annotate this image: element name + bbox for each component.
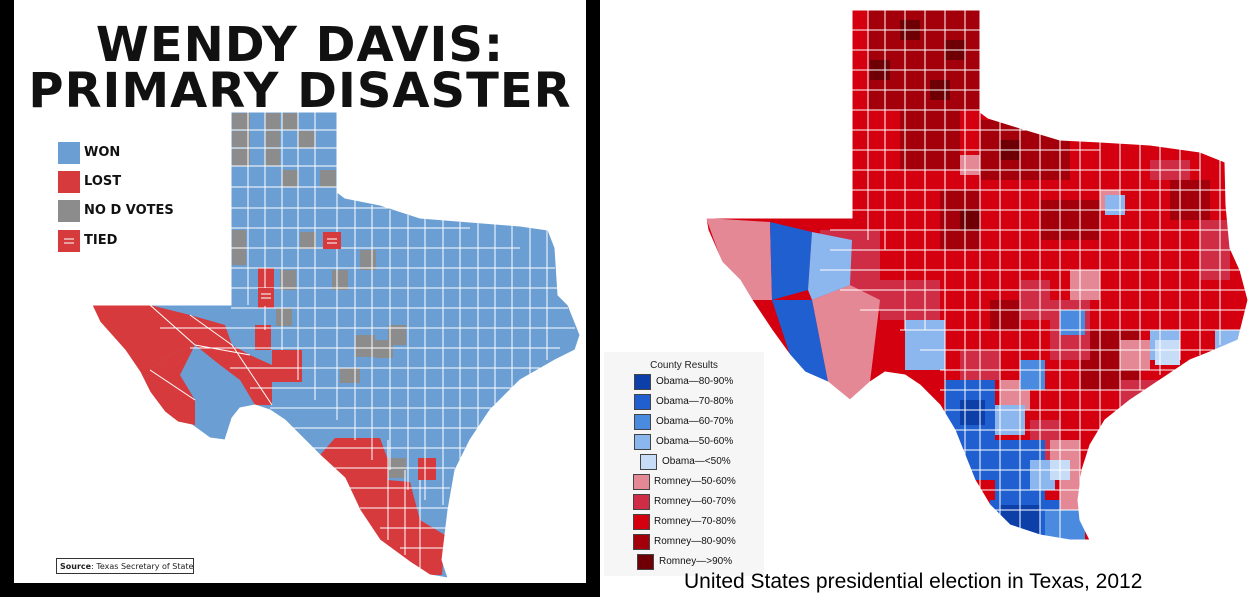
right-county-grid	[820, 10, 1245, 540]
legend-item-obama-70-80: Obama—70-80%	[604, 394, 764, 414]
legend-item-romney-over-90: Romney—>90%	[604, 554, 764, 574]
map-title: WENDY DAVIS: PRIMARY DISASTER	[14, 17, 586, 119]
obama-70-80-swatch	[634, 394, 651, 410]
legend-item-romney-70-80: Romney—70-80%	[604, 514, 764, 534]
source-note: Source: Texas Secretary of State	[56, 558, 194, 574]
legend-label-romney-over-90: Romney—>90%	[659, 556, 733, 567]
obama-60-70-counties	[1020, 310, 1085, 540]
legend-item-romney-50-60: Romney—50-60%	[604, 474, 764, 494]
legend-item-romney-80-90: Romney—80-90%	[604, 534, 764, 554]
legend-label-no-d-votes: NO D VOTES	[84, 203, 174, 218]
romney-60-70-swatch	[633, 494, 650, 510]
lost-swatch	[58, 171, 80, 193]
bottom-black-border	[0, 583, 600, 597]
legend-item-obama-under-50: Obama—<50%	[604, 454, 764, 474]
legend-label-tied: TIED	[84, 233, 118, 248]
county-results-legend: County Results Obama—80-90% Obama—70-80%…	[604, 352, 764, 576]
map-caption: United States presidential election in T…	[684, 570, 1143, 593]
legend-item-romney-60-70: Romney—60-70%	[604, 494, 764, 514]
obama-60-70-swatch	[634, 414, 651, 430]
texas-2012-results-map	[705, 9, 1249, 541]
source-label: Source	[60, 562, 92, 571]
county-results-title: County Results	[650, 360, 718, 371]
romney-over-90-swatch	[637, 554, 654, 570]
legend-item-obama-50-60: Obama—50-60%	[604, 434, 764, 454]
obama-50-60-swatch	[634, 434, 651, 450]
equals-icon	[64, 238, 74, 240]
title-line-2: PRIMARY DISASTER	[28, 63, 572, 119]
legend-item-obama-80-90: Obama—80-90%	[604, 374, 764, 394]
romney-50-60-swatch	[633, 474, 650, 490]
legend-label-romney-70-80: Romney—70-80%	[654, 516, 736, 527]
legend-label-obama-under-50: Obama—<50%	[662, 456, 731, 467]
tied-county-marks	[258, 232, 341, 306]
title-line-1: WENDY DAVIS:	[95, 17, 505, 73]
legend-label-romney-60-70: Romney—60-70%	[654, 496, 736, 507]
obama-under-50-swatch	[640, 454, 657, 470]
center-black-divider	[586, 0, 600, 597]
left-black-border	[0, 0, 14, 597]
tied-swatch	[58, 230, 80, 252]
legend-label-obama-80-90: Obama—80-90%	[656, 376, 734, 387]
left-county-grid	[149, 112, 575, 570]
legend-label-lost: LOST	[84, 174, 122, 189]
legend-item-obama-60-70: Obama—60-70%	[604, 414, 764, 434]
legend-label-obama-70-80: Obama—70-80%	[656, 396, 734, 407]
legend-label-romney-80-90: Romney—80-90%	[654, 536, 736, 547]
legend-label-obama-60-70: Obama—60-70%	[656, 416, 734, 427]
legend-label-obama-50-60: Obama—50-60%	[656, 436, 734, 447]
legend-label-won: WON	[84, 145, 121, 160]
source-text: : Texas Secretary of State	[91, 562, 194, 571]
texas-primary-map	[91, 111, 581, 579]
obama-80-90-swatch	[634, 374, 651, 390]
legend-label-romney-50-60: Romney—50-60%	[654, 476, 736, 487]
romney-80-90-swatch	[633, 534, 650, 550]
no-votes-swatch	[58, 200, 80, 222]
romney-70-80-swatch	[633, 514, 650, 530]
won-swatch	[58, 142, 80, 164]
